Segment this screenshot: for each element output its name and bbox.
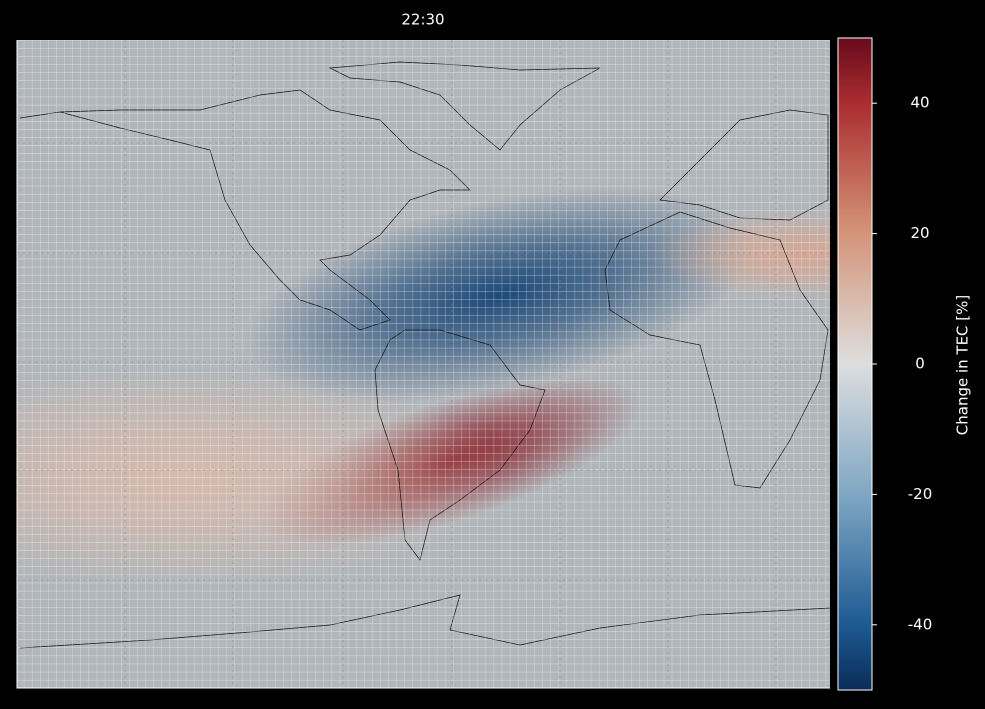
colorbar-tick-label: 0: [915, 355, 925, 373]
map-frame: [16, 40, 830, 689]
fine-grid: [17, 40, 830, 688]
colorbar-tick-label: 40: [910, 94, 929, 112]
colorbar-tick-label: 20: [910, 224, 929, 242]
colorbar-tick-label: -40: [908, 615, 933, 633]
graticule: [17, 40, 830, 688]
colorbar-label: Change in TEC [%]: [954, 295, 972, 435]
colorbar: [837, 37, 873, 691]
colorbar-tick-label: -20: [908, 485, 933, 503]
map-title: 22:30: [401, 11, 444, 29]
